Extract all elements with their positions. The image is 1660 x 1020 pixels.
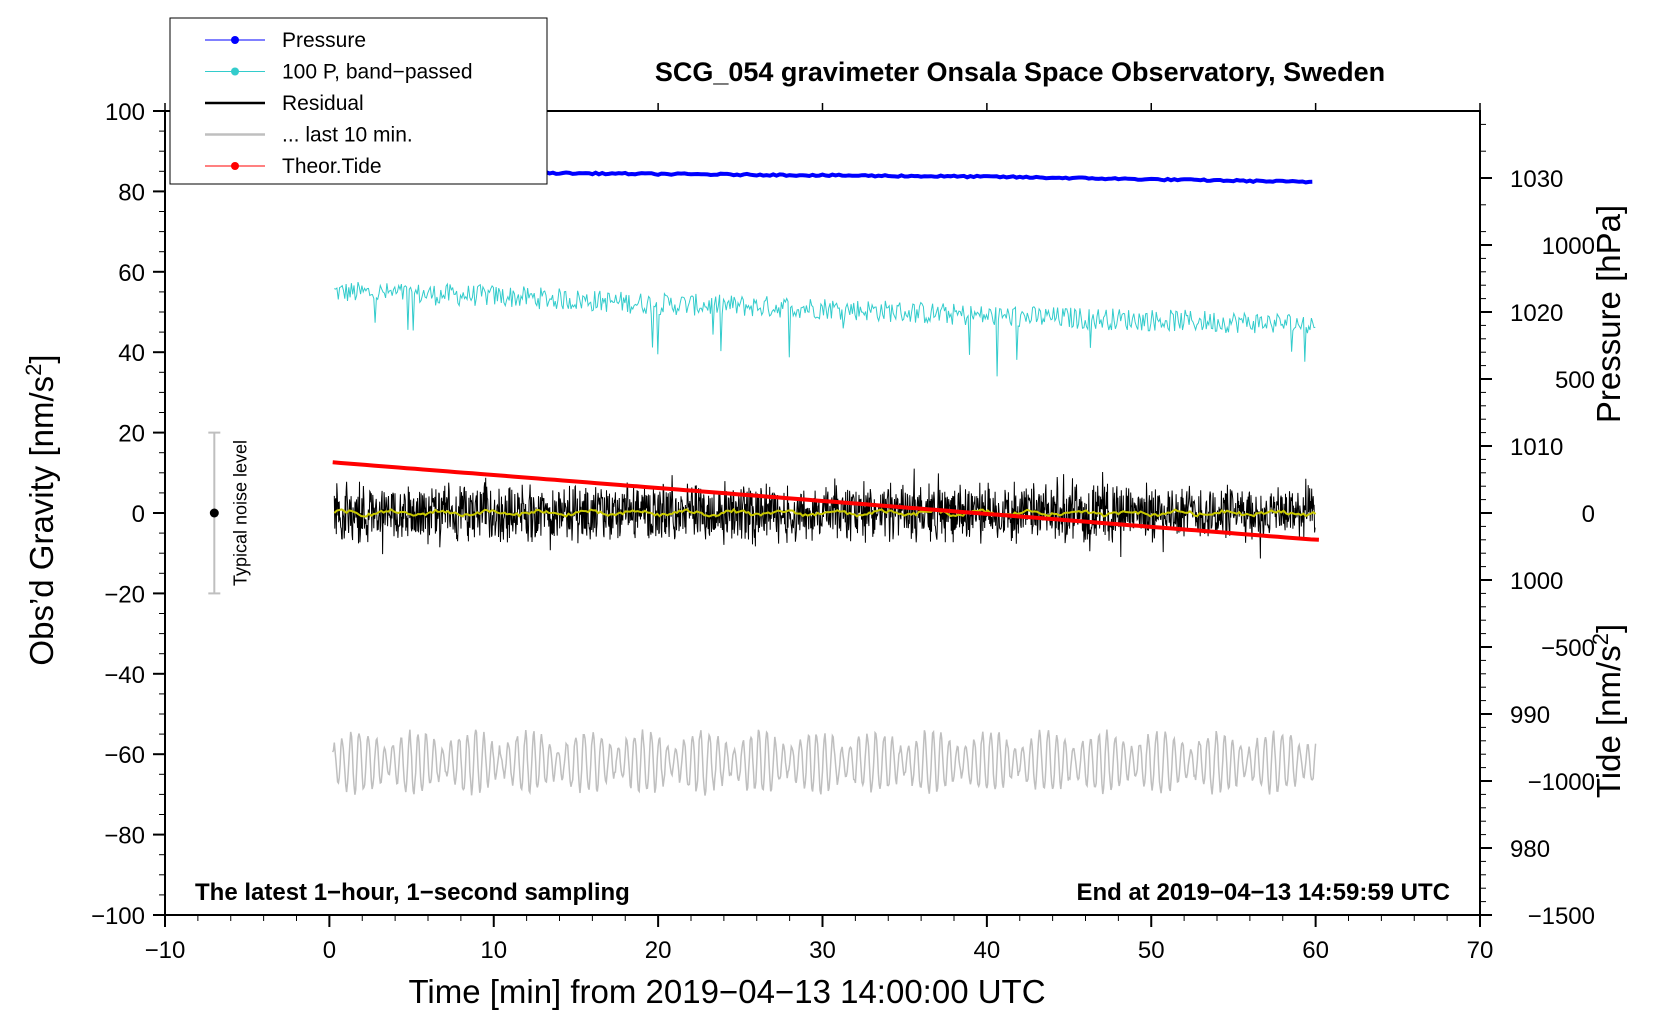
pressure-tick-label: 1030: [1510, 166, 1563, 193]
x-tick-label: 20: [645, 937, 672, 964]
y-tick-label: −60: [104, 742, 145, 769]
x-tick-label: 10: [480, 937, 507, 964]
legend-label: Pressure: [282, 29, 366, 52]
y-tick-label: 40: [118, 340, 145, 367]
tide-tick-label: 0: [1582, 501, 1595, 528]
y-tick-label: 60: [118, 260, 145, 287]
y-axis-label-sup: 2: [21, 364, 46, 376]
tide-axis-label-sup: 2: [1588, 633, 1613, 645]
tide-tick-label: −1500: [1528, 903, 1595, 930]
y-tick-label: 100: [105, 99, 145, 126]
x-axis-label: Time [min] from 2019−04−13 14:00:00 UTC: [408, 973, 1045, 1010]
tide-tick-label: −500: [1541, 635, 1595, 662]
noise-level-indicator: Typical noise level: [208, 431, 250, 595]
x-tick-label: 30: [809, 937, 836, 964]
plot-series-group: [332, 167, 1319, 796]
y-tick-label: −40: [104, 662, 145, 689]
series-bandpassed-pressure: [334, 281, 1316, 377]
y-axis-label: Obs’d Gravity [nm/s2]: [21, 354, 60, 665]
y-tick-label: 80: [118, 179, 145, 206]
tide-tick-label: 500: [1555, 367, 1595, 394]
series-theor-tide: [332, 460, 1319, 542]
y-tick-label: 0: [132, 501, 145, 528]
tide-axis-label-end: ]: [1590, 624, 1627, 633]
legend-label: Theor.Tide: [282, 155, 382, 178]
x-tick-label: 40: [974, 937, 1001, 964]
y-tick-label: 20: [118, 421, 145, 448]
y-axis-label-end: ]: [23, 354, 60, 363]
tide-tick-label: −1000: [1528, 769, 1595, 796]
y-tick-label: −100: [91, 903, 145, 930]
noise-center-dot: [209, 508, 219, 518]
pressure-axis-label: Pressure [hPa]: [1590, 205, 1627, 423]
tide-axis-label: Tide [nm/s2]: [1588, 624, 1627, 798]
annotation-left: The latest 1−hour, 1−second sampling: [195, 879, 630, 906]
pressure-tick-label: 1010: [1510, 434, 1563, 461]
pressure-tick-label: 1020: [1510, 300, 1563, 327]
x-tick-label: 0: [323, 937, 336, 964]
x-tick-label: −10: [145, 937, 186, 964]
y-axis-label-main: Obs’d Gravity [nm/s: [23, 376, 60, 666]
series-last-10-min: [332, 729, 1317, 796]
y-tick-label: −20: [104, 581, 145, 608]
legend-swatch-marker: [231, 162, 239, 170]
axes-group: −10 0 10 20 30 40 50 60 70−100−80−60−40−20020406…: [91, 99, 1595, 964]
annotation-right: End at 2019−04−13 14:59:59 UTC: [1076, 879, 1450, 906]
tide-axis-label-main: Tide [nm/s: [1590, 645, 1627, 798]
series-smoothed-residual: [333, 507, 1317, 518]
legend-swatch-marker: [231, 67, 239, 76]
x-tick-label: 60: [1302, 937, 1329, 964]
x-tick-label: 50: [1138, 937, 1165, 964]
legend: Pressure 100 P, band−passed Residual ... la…: [169, 17, 548, 185]
chart-title: SCG_054 gravimeter Onsala Space Observat…: [655, 57, 1385, 87]
legend-label: Residual: [282, 92, 364, 115]
pressure-tick-label: 980: [1510, 836, 1550, 863]
tide-tick-label: 1000: [1542, 233, 1595, 260]
y-tick-label: −80: [104, 823, 145, 850]
legend-label: ... last 10 min.: [282, 124, 413, 147]
legend-label: 100 P, band−passed: [282, 61, 473, 84]
pressure-tick-label: 990: [1510, 702, 1550, 729]
pressure-tick-label: 1000: [1510, 568, 1563, 595]
legend-swatch-marker: [231, 36, 239, 44]
x-tick-label: 70: [1467, 937, 1494, 964]
noise-level-label: Typical noise level: [230, 440, 250, 586]
legend-box: [169, 17, 548, 185]
